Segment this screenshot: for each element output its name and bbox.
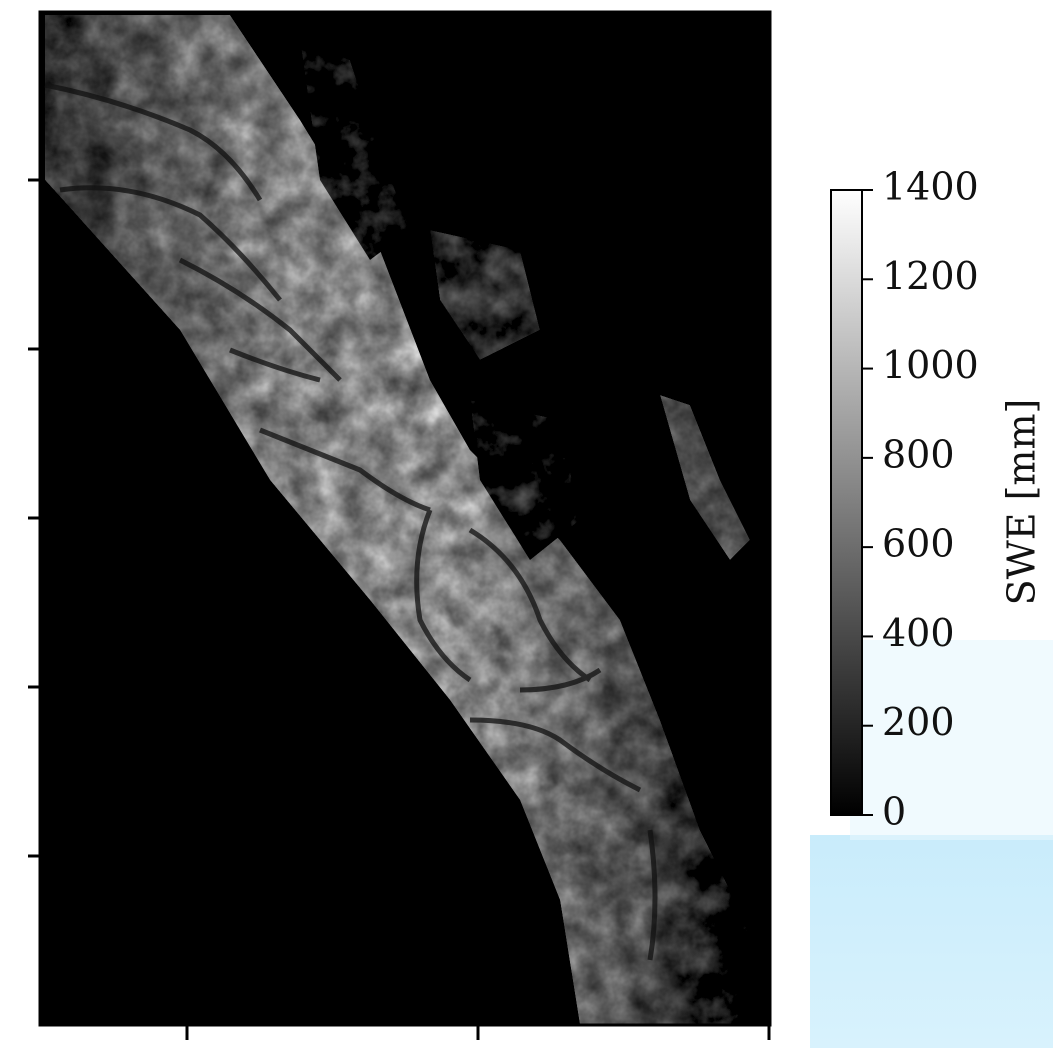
colorbar-tick-label: 0 — [882, 790, 906, 834]
background-patch — [810, 835, 1053, 1048]
colorbar — [831, 190, 862, 815]
colorbar-tick-label: 1400 — [882, 165, 979, 209]
colorbar-tick-label: 800 — [882, 432, 955, 476]
page: SWE [mm] 0200400600800100012001400 (() =… — [0, 0, 1053, 1048]
chart: SWE [mm] 0 200 400 600 800 1000 1200 1400 — [0, 0, 1053, 1048]
colorbar-tick-label: 200 — [882, 700, 955, 744]
colorbar-tick-label: 400 — [882, 611, 955, 655]
colorbar-label: SWE [mm] — [1000, 399, 1044, 606]
colorbar-tick-label: 1200 — [882, 254, 979, 298]
colorbar-tick-label: 1000 — [882, 343, 979, 387]
map — [40, 12, 770, 1025]
colorbar-tick-label: 600 — [882, 522, 955, 566]
